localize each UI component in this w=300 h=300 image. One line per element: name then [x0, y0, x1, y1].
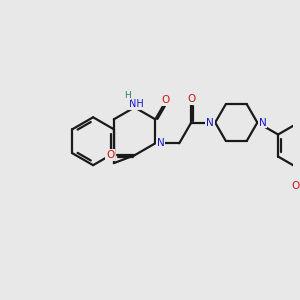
Text: O: O: [187, 94, 195, 104]
Text: O: O: [292, 181, 300, 191]
Text: NH: NH: [129, 99, 143, 109]
Text: O: O: [106, 150, 114, 160]
Text: N: N: [206, 118, 214, 128]
Text: H: H: [124, 91, 131, 100]
Text: N: N: [157, 138, 164, 148]
Text: N: N: [259, 118, 266, 128]
Text: O: O: [162, 95, 170, 105]
